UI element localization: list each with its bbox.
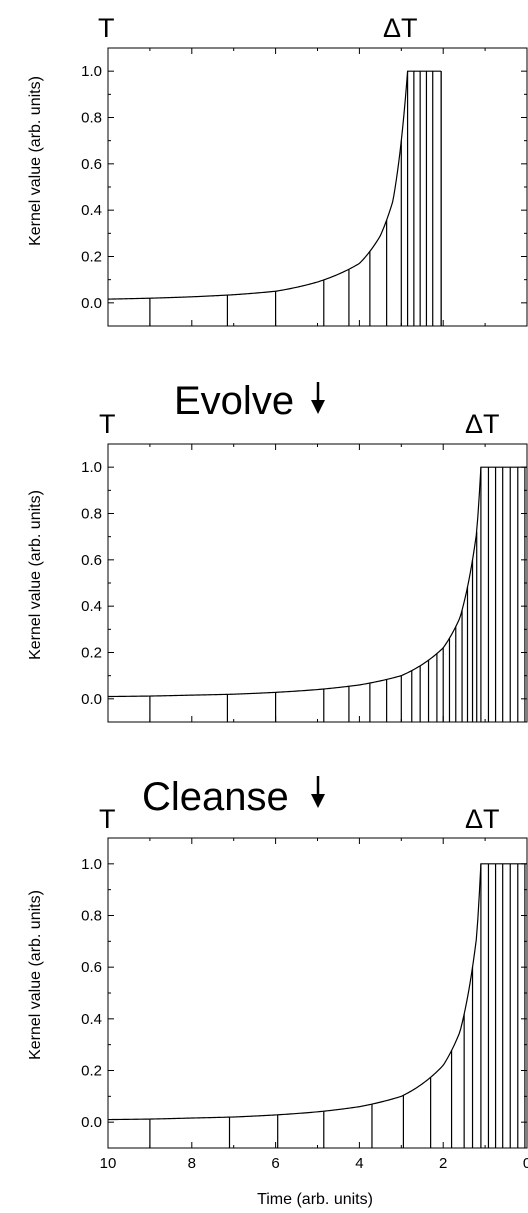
panel-3-ylabel: Kernel value (arb. units)	[27, 890, 44, 1060]
panel-1-ylabel: Kernel value (arb. units)	[27, 76, 44, 246]
panel-1-corner-right: ΔT	[383, 13, 418, 43]
panel-2-ytick-label: 0.6	[81, 552, 102, 569]
panel-1-ytick-label: 1.0	[81, 63, 102, 80]
panel-1-ytick-label: 0.2	[81, 249, 102, 266]
panel-3-ytick-label: 0.2	[81, 1063, 102, 1080]
panel-3-ytick-label: 0.4	[81, 1011, 102, 1028]
panel-2-plot-frame	[107, 443, 528, 723]
panel-2-ylabel: Kernel value (arb. units)	[27, 490, 44, 660]
panel-3-ytick-label: 1.0	[81, 856, 102, 873]
panel-2-ytick-label: 1.0	[81, 459, 102, 476]
panel-2-ytick-label: 0.2	[81, 645, 102, 662]
panel-2-corner-right: ΔT	[465, 409, 500, 439]
panel-1-kernel-curve	[107, 70, 442, 300]
panel-3-xtick-label: 10	[100, 1155, 117, 1172]
panel-3-xtick-label: 8	[188, 1155, 196, 1172]
panel-2-ytick-label: 0.4	[81, 598, 102, 615]
panel-3-ytick-label: 0.8	[81, 908, 102, 925]
down-arrow-icon	[311, 776, 325, 808]
panel-2-ytick-label: 0.8	[81, 506, 102, 523]
panel-3-xtick-label: 4	[355, 1155, 363, 1172]
panel-1-corner-left: T	[98, 13, 115, 43]
panel-1-plot-frame	[107, 47, 528, 327]
panel-1-ytick-label: 0.8	[81, 110, 102, 127]
panel-3-title-cleanse: Cleanse	[142, 775, 289, 819]
panel-3-xtick-label: 0	[523, 1155, 528, 1172]
panel-3-kernel-curve	[107, 863, 527, 1121]
panel-1: T ΔT Kernel value (arb. units) 0.0 0.2 0.4…	[27, 13, 528, 327]
panel-3-ytick-label: 0.0	[81, 1114, 102, 1131]
panel-3-corner-left: T	[99, 804, 116, 834]
down-arrow-icon	[311, 382, 325, 414]
panel-3-ytick-label: 0.6	[81, 959, 102, 976]
panel-3-xtick-label: 6	[271, 1155, 279, 1172]
panel-2-corner-left: T	[99, 409, 116, 439]
panel-1-ytick-label: 0.0	[81, 295, 102, 312]
panel-2-kernel-curve	[107, 466, 527, 698]
panel-1-ytick-label: 0.4	[81, 202, 102, 219]
panel-3-corner-right: ΔT	[465, 804, 500, 834]
panel-3: Cleanse T ΔT Kernel value (arb. units) T…	[27, 775, 528, 1208]
panel-2: Evolve T ΔT Kernel value (arb. units) 0.…	[27, 379, 528, 723]
panel-3-xtick-label: 2	[439, 1155, 447, 1172]
panel-2-title-evolve: Evolve	[174, 379, 294, 423]
panel-1-ytick-label: 0.6	[81, 156, 102, 173]
x-axis-title: Time (arb. units)	[257, 1191, 373, 1208]
panel-2-ytick-label: 0.0	[81, 691, 102, 708]
